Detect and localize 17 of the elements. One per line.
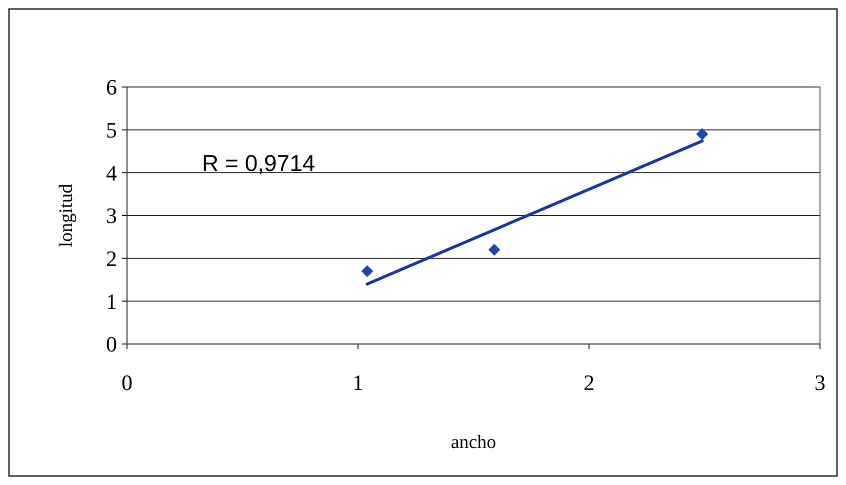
y-tick-label: 4	[106, 160, 117, 186]
y-tick-label: 2	[106, 246, 117, 272]
x-tick-label: 0	[122, 370, 132, 395]
x-axis-title: ancho	[450, 432, 496, 453]
y-tick-label: 5	[106, 118, 117, 143]
annotation: R = 0,9714	[202, 150, 316, 176]
y-tick-label: 6	[106, 74, 117, 100]
y-tick-label: 0	[106, 332, 117, 357]
x-tick-label: 1	[352, 370, 364, 395]
x-tick-label: 2	[584, 370, 594, 395]
y-axis-title: longitud	[56, 183, 77, 248]
y-tick-label: 1	[106, 288, 117, 314]
y-tick-label: 3	[106, 203, 117, 228]
point	[696, 128, 708, 140]
point	[361, 265, 374, 278]
x-tick-label: 3	[814, 370, 826, 395]
point	[488, 244, 500, 256]
